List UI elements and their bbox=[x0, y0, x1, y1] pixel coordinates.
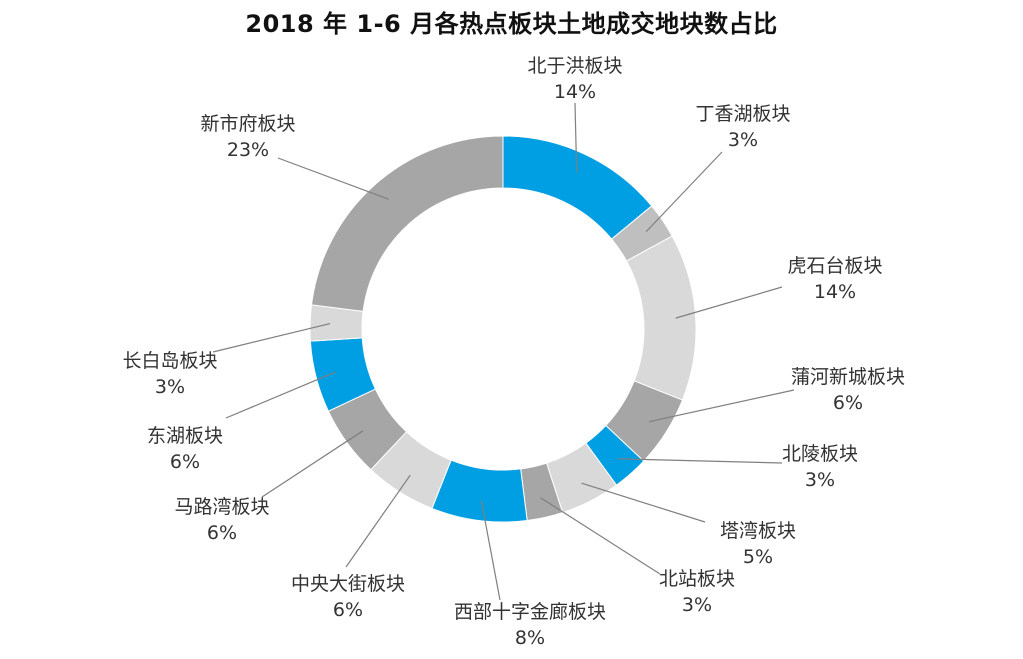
leader-line-2 bbox=[645, 151, 723, 233]
slice-label-4: 蒲河新城板块 bbox=[791, 366, 905, 388]
slice-value-6: 5% bbox=[743, 546, 773, 568]
slice-value-3: 14% bbox=[814, 281, 856, 303]
leader-line-8 bbox=[480, 500, 501, 601]
slice-label-6: 塔湾板块 bbox=[720, 520, 796, 542]
slice-value-12: 3% bbox=[155, 376, 185, 398]
slice-label-3: 虎石台板块 bbox=[787, 255, 882, 277]
leader-line-3 bbox=[675, 286, 783, 319]
labels-layer: 北于洪板块 14% 丁香湖板块 3% 虎石台板块 14% 蒲河新城板块 6% 北陵板块 3% 塔湾板… bbox=[122, 55, 905, 649]
slice-value-1: 14% bbox=[554, 81, 596, 103]
slice-value-7: 3% bbox=[682, 594, 712, 616]
slice-value-2: 3% bbox=[728, 129, 758, 151]
leader-line-6 bbox=[581, 482, 706, 523]
slice-value-4: 6% bbox=[833, 392, 863, 414]
slice-label-8: 西部十字金廊板块 bbox=[454, 601, 606, 623]
slice-label-1: 北于洪板块 bbox=[527, 55, 622, 77]
slice-label-5: 北陵板块 bbox=[782, 443, 858, 465]
leader-line-10 bbox=[261, 430, 364, 498]
slice-label-12: 长白岛板块 bbox=[122, 350, 217, 372]
slice-label-2: 丁香湖板块 bbox=[695, 103, 790, 125]
slice-label-13: 新市府板块 bbox=[200, 113, 295, 135]
slices-layer bbox=[309, 135, 697, 523]
leader-line-1 bbox=[574, 102, 578, 173]
slice-value-5: 3% bbox=[805, 469, 835, 491]
slice-value-8: 8% bbox=[515, 627, 545, 649]
leader-line-5 bbox=[617, 458, 783, 464]
slice-value-13: 23% bbox=[227, 139, 269, 161]
slice-value-9: 6% bbox=[333, 599, 363, 621]
leader-line-9 bbox=[345, 474, 411, 568]
chart-title: 2018 年 1-6 月各热点板块土地成交地块数占比 bbox=[245, 10, 778, 38]
slice-label-7: 北站板块 bbox=[659, 568, 735, 590]
leader-lines-layer bbox=[212, 102, 795, 601]
leader-line-4 bbox=[648, 389, 795, 423]
slice-value-11: 6% bbox=[170, 451, 200, 473]
slice-13 bbox=[310, 135, 504, 312]
slice-value-10: 6% bbox=[207, 522, 237, 544]
slice-3 bbox=[625, 235, 697, 401]
leader-line-11 bbox=[225, 371, 336, 419]
leader-line-7 bbox=[540, 497, 661, 575]
slice-label-9: 中央大街板块 bbox=[291, 573, 405, 595]
leader-line-12 bbox=[212, 322, 331, 353]
leader-line-13 bbox=[277, 157, 389, 200]
slice-label-11: 东湖板块 bbox=[147, 425, 223, 447]
slice-label-10: 马路湾板块 bbox=[174, 496, 269, 518]
slice-1 bbox=[502, 135, 653, 240]
